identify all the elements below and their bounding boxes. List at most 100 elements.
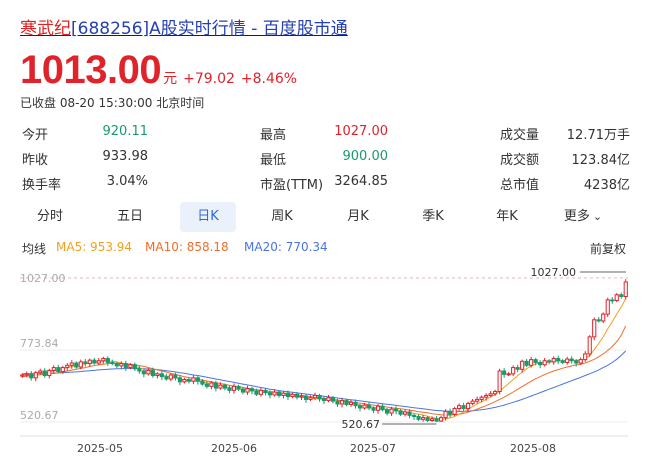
stock-name[interactable]: 寒武纪 (20, 19, 71, 39)
tab-weekly-k[interactable]: 周K (271, 209, 293, 224)
adjust-toggle[interactable]: 前复权 (590, 242, 627, 256)
candle (569, 358, 574, 362)
candle (114, 363, 119, 367)
candle (457, 405, 462, 410)
y-tick-label: 1027.00 (20, 272, 66, 285)
candle (389, 408, 394, 414)
candle (132, 364, 137, 370)
candle (375, 405, 381, 411)
candle (51, 367, 56, 371)
stat-value: 3.04% (106, 174, 148, 189)
candle (101, 357, 106, 362)
candle (475, 398, 480, 402)
candle (515, 367, 520, 370)
candle (141, 370, 146, 375)
stat-value: 4238亿 (583, 178, 630, 193)
candle (263, 389, 268, 394)
candle (425, 417, 430, 421)
candle (155, 373, 160, 377)
candle (520, 360, 525, 370)
stat-value: 12.71万手 (566, 128, 630, 143)
candle (353, 401, 358, 407)
stat-label: 市盈(TTM) (260, 178, 324, 193)
stat-value: 1027.00 (334, 124, 388, 139)
candle (92, 359, 97, 364)
candle (245, 388, 250, 393)
stat-value: 920.11 (102, 124, 149, 139)
candle (254, 390, 259, 395)
candle (20, 374, 25, 377)
tab-quarterly-k[interactable]: 季K (422, 209, 444, 224)
candle (29, 373, 34, 379)
tab-monthly-k[interactable]: 月K (347, 209, 369, 224)
stat-label: 今开 (22, 128, 49, 143)
candle (524, 360, 529, 366)
candle (38, 370, 43, 374)
stats-grid: 今开 920.11 昨收 933.98 换手率 3.04% 最高 1027.00… (0, 122, 658, 194)
candle (195, 377, 200, 382)
stat-value: 3264.85 (334, 174, 388, 189)
tab-intraday[interactable]: 分时 (36, 209, 63, 224)
candle (308, 397, 313, 400)
candle (119, 363, 124, 367)
candle (574, 360, 579, 364)
candle (236, 385, 241, 390)
candle (240, 388, 246, 393)
candle (407, 411, 412, 416)
candle (371, 407, 376, 411)
candle (312, 394, 318, 399)
candle (276, 391, 282, 396)
tab-more-label: 更多 (563, 209, 590, 224)
price-change-pct: +8.46% (240, 71, 298, 87)
candle (290, 393, 295, 398)
candle (326, 397, 331, 402)
page-title[interactable]: 寒武纪[688256]A股实时行情 - 百度股市通 (20, 14, 348, 39)
tab-five-day[interactable]: 五日 (116, 209, 143, 224)
candle (448, 410, 453, 415)
x-tick-label: 2025-08 (510, 442, 556, 455)
candle (533, 359, 538, 363)
candle (493, 390, 498, 395)
candle (556, 357, 561, 362)
candle (470, 400, 475, 404)
candle (321, 398, 327, 402)
candle (357, 405, 363, 409)
candle (24, 373, 29, 376)
tab-more[interactable]: 更多 ⌄ (558, 202, 608, 232)
candle (511, 367, 516, 375)
candle (204, 383, 209, 387)
candle (497, 370, 502, 392)
candle (303, 395, 309, 400)
candle (285, 392, 291, 398)
candle (47, 369, 52, 377)
title-rest[interactable]: [688256]A股实时行情 - 百度股市通 (71, 19, 348, 39)
candle (164, 376, 169, 380)
stat-label: 最高 (260, 128, 287, 143)
candle (605, 299, 610, 315)
stat-value: 123.84亿 (571, 153, 631, 168)
current-price: 1013.00 (20, 48, 162, 92)
candle (348, 401, 354, 406)
candle (317, 394, 322, 400)
candle (123, 363, 128, 369)
market-status: 已收盘 08-20 15:30:00 北京时间 (20, 96, 205, 110)
candle (173, 374, 178, 379)
candle (619, 294, 624, 297)
candle (362, 404, 367, 409)
tab-daily-k[interactable]: 日K (180, 202, 236, 232)
tab-yearly-k[interactable]: 年K (496, 209, 518, 224)
candle (56, 367, 61, 373)
x-tick-label: 2025-07 (350, 442, 396, 455)
high-label: 1027.00 (531, 266, 577, 279)
candle (502, 370, 507, 375)
candle (538, 361, 543, 366)
candle (150, 369, 155, 377)
candle (506, 373, 511, 376)
candle (222, 384, 227, 389)
stat-label: 最低 (260, 153, 287, 168)
candle (191, 377, 196, 382)
candle (96, 360, 101, 364)
candle (366, 404, 372, 409)
price-row: 1013.00 元 +79.02 +8.46% (20, 48, 297, 93)
